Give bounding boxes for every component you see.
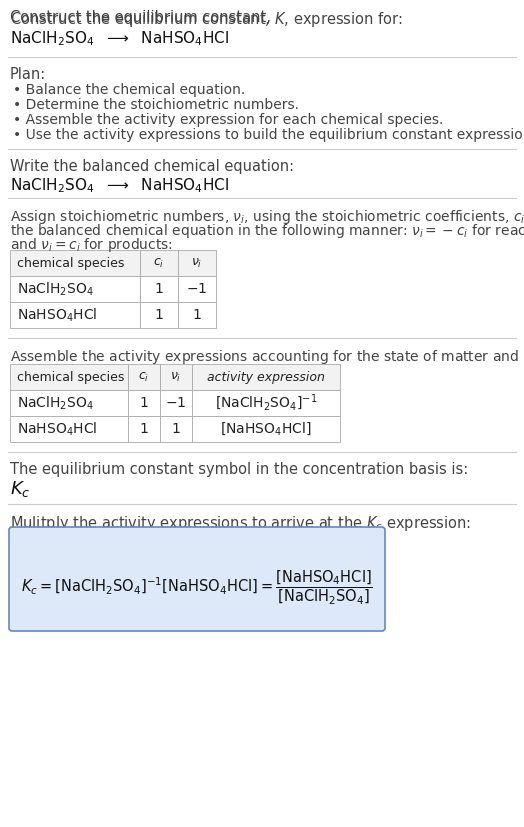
Bar — [178, 302, 216, 328]
Text: 1: 1 — [155, 308, 163, 322]
Bar — [192, 364, 340, 390]
Text: NaClH$_2$SO$_4$  $\longrightarrow$  NaHSO$_4$HCl: NaClH$_2$SO$_4$ $\longrightarrow$ NaHSO$… — [10, 176, 229, 194]
Text: $-1$: $-1$ — [166, 396, 187, 410]
Bar — [10, 276, 140, 302]
Text: NaHSO$_4$HCl: NaHSO$_4$HCl — [17, 420, 97, 437]
Bar — [160, 416, 192, 442]
Bar — [128, 390, 160, 416]
Bar — [10, 302, 140, 328]
Text: $c_i$: $c_i$ — [138, 370, 150, 384]
Text: [NaClH$_2$SO$_4$]$^{-1}$: [NaClH$_2$SO$_4$]$^{-1}$ — [215, 393, 317, 414]
Bar — [140, 302, 178, 328]
Text: 1: 1 — [192, 308, 201, 322]
Bar — [178, 276, 216, 302]
Text: Assemble the activity expressions accounting for the state of matter and $\nu_i$: Assemble the activity expressions accoun… — [10, 348, 524, 366]
Text: chemical species: chemical species — [17, 256, 124, 270]
Text: 1: 1 — [139, 422, 148, 436]
Bar — [10, 390, 128, 416]
Text: • Assemble the activity expression for each chemical species.: • Assemble the activity expression for e… — [13, 113, 443, 127]
Text: Assign stoichiometric numbers, $\nu_i$, using the stoichiometric coefficients, $: Assign stoichiometric numbers, $\nu_i$, … — [10, 208, 524, 226]
Text: • Balance the chemical equation.: • Balance the chemical equation. — [13, 83, 245, 97]
Text: Mulitply the activity expressions to arrive at the $K_c$ expression:: Mulitply the activity expressions to arr… — [10, 514, 471, 533]
Text: 1: 1 — [171, 422, 180, 436]
Text: the balanced chemical equation in the following manner: $\nu_i = -c_i$ for react: the balanced chemical equation in the fo… — [10, 222, 524, 240]
Text: activity expression: activity expression — [207, 370, 325, 384]
Bar — [160, 364, 192, 390]
Text: $-1$: $-1$ — [187, 282, 208, 296]
Bar — [192, 416, 340, 442]
Bar — [10, 416, 128, 442]
Text: $K_c$: $K_c$ — [10, 479, 30, 499]
Text: • Determine the stoichiometric numbers.: • Determine the stoichiometric numbers. — [13, 98, 299, 112]
Bar — [160, 390, 192, 416]
Text: NaClH$_2$SO$_4$  $\longrightarrow$  NaHSO$_4$HCl: NaClH$_2$SO$_4$ $\longrightarrow$ NaHSO$… — [10, 29, 229, 48]
Text: Construct the equilibrium constant,: Construct the equilibrium constant, — [10, 10, 276, 25]
Text: 1: 1 — [139, 396, 148, 410]
Bar — [10, 364, 128, 390]
Bar — [192, 390, 340, 416]
Text: • Use the activity expressions to build the equilibrium constant expression.: • Use the activity expressions to build … — [13, 128, 524, 142]
Bar — [128, 416, 160, 442]
Bar — [178, 250, 216, 276]
Bar — [10, 250, 140, 276]
Text: and $\nu_i = c_i$ for products:: and $\nu_i = c_i$ for products: — [10, 236, 173, 254]
Text: Plan:: Plan: — [10, 67, 46, 82]
Text: [NaHSO$_4$HCl]: [NaHSO$_4$HCl] — [220, 421, 312, 437]
Bar — [140, 250, 178, 276]
Text: 1: 1 — [155, 282, 163, 296]
Text: NaClH$_2$SO$_4$: NaClH$_2$SO$_4$ — [17, 280, 94, 298]
Text: Write the balanced chemical equation:: Write the balanced chemical equation: — [10, 159, 294, 174]
Text: $K_c = [\mathrm{NaClH_2SO_4}]^{-1}[\mathrm{NaHSO_4HCl}] = \dfrac{[\mathrm{NaHSO_: $K_c = [\mathrm{NaClH_2SO_4}]^{-1}[\math… — [21, 568, 373, 606]
Text: $\nu_i$: $\nu_i$ — [191, 256, 203, 270]
FancyBboxPatch shape — [9, 527, 385, 631]
Text: NaClH$_2$SO$_4$: NaClH$_2$SO$_4$ — [17, 394, 94, 412]
Text: $\nu_i$: $\nu_i$ — [170, 370, 182, 384]
Text: chemical species: chemical species — [17, 370, 124, 384]
Bar — [140, 276, 178, 302]
Text: NaHSO$_4$HCl: NaHSO$_4$HCl — [17, 306, 97, 323]
Text: Answer:: Answer: — [20, 538, 79, 553]
Text: Construct the equilibrium constant, $K$, expression for:: Construct the equilibrium constant, $K$,… — [10, 10, 402, 29]
Text: The equilibrium constant symbol in the concentration basis is:: The equilibrium constant symbol in the c… — [10, 462, 468, 477]
Text: $c_i$: $c_i$ — [154, 256, 165, 270]
Bar — [128, 364, 160, 390]
